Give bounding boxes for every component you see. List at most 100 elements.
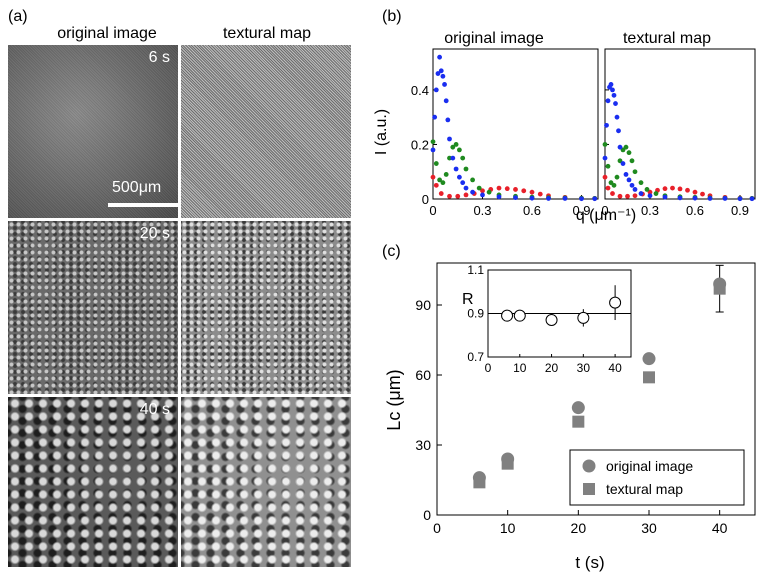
panel-c-plot: 0 10 20 30 40 0 30 60 90 [415, 262, 756, 536]
data-point-blue [707, 196, 713, 201]
data-point-blue [496, 194, 502, 200]
data-point-textural [501, 457, 514, 470]
time-label-20s: 20 s [139, 225, 170, 242]
data-point-blue [435, 71, 441, 76]
inset-data-point [513, 309, 526, 322]
data-point-textural [713, 282, 726, 295]
panel-b-title-textural: textural map [623, 30, 711, 47]
data-point-blue [605, 98, 611, 104]
data-point-blue [480, 192, 485, 198]
data-point-original [571, 401, 585, 415]
data-point-blue [457, 174, 462, 180]
inset-data-point [501, 309, 514, 322]
legend-label-textural: textural map [606, 481, 683, 497]
x-tick-label: 0 [429, 203, 436, 218]
image-original-40s: 40 s [8, 397, 178, 567]
panel-c-inset: 0 10 20 30 40 0.7 0.9 1.1 R [462, 263, 632, 375]
data-point-green [614, 174, 620, 180]
data-point-blue [447, 136, 452, 142]
x-tick-label: 0 [433, 520, 441, 536]
data-point-red [433, 182, 439, 188]
data-point-blue [529, 195, 535, 201]
y-tick-label: 0.2 [411, 137, 429, 152]
data-point-blue [602, 155, 608, 161]
scale-bar-label: 500μm [112, 179, 162, 196]
plot-frame [436, 262, 756, 516]
data-point-blue [611, 92, 617, 98]
data-point-green [430, 139, 436, 145]
data-point-green [476, 185, 482, 191]
data-point-green [470, 177, 475, 183]
panel-b-chart: original image textural map I (a.u.) q (… [373, 30, 756, 224]
data-point-blue [443, 98, 449, 104]
data-point-red [602, 174, 608, 180]
data-point-green [433, 161, 439, 166]
data-point-blue [629, 182, 635, 188]
panel-c-xlabel: t (s) [575, 553, 604, 572]
data-point-blue [430, 147, 436, 153]
panel-b-title-original: original image [444, 30, 544, 47]
data-point-blue [438, 68, 444, 74]
y-tick-label: 0.4 [411, 83, 429, 98]
panel-c-ylabel: Lc (μm) [384, 369, 404, 430]
data-point-red [670, 185, 675, 191]
data-point-green [632, 169, 638, 175]
data-point-blue [614, 114, 620, 120]
data-point-red [455, 193, 461, 199]
panel-b-xlabel: q (μm⁻¹) [576, 207, 636, 224]
legend-label-original: original image [606, 458, 693, 474]
data-point-blue [608, 82, 614, 87]
y-tick-label: 60 [415, 367, 431, 383]
data-point-blue [442, 82, 447, 87]
data-point-blue [613, 101, 618, 106]
panel-b-plot-textural: 0 0.3 0.6 0.9 [601, 48, 756, 218]
x-tick-label: 10 [500, 520, 516, 536]
image-original-6s: 6 s 500μm [8, 45, 178, 218]
data-point-green [644, 187, 650, 192]
image-textural-20s [181, 221, 351, 394]
data-point-red [496, 185, 502, 191]
data-point-blue [440, 73, 446, 79]
data-point-green [602, 142, 608, 147]
data-point-blue [623, 172, 629, 177]
data-point-red [537, 191, 543, 197]
data-point-red [463, 192, 469, 198]
data-point-green [437, 177, 442, 183]
data-point-red [447, 193, 452, 199]
data-point-red [521, 188, 527, 194]
inset-data-point [545, 314, 558, 327]
data-point-green [443, 172, 449, 177]
data-point-blue [620, 161, 626, 166]
data-point-blue [647, 193, 653, 199]
inset-x-tick-label: 30 [577, 361, 591, 375]
data-point-blue [433, 87, 439, 93]
y-tick-label: 90 [415, 297, 431, 313]
x-tick-label: 30 [641, 520, 657, 536]
y-tick-label: 30 [415, 437, 431, 453]
time-label-40s: 40 s [139, 401, 170, 418]
data-point-blue [638, 191, 644, 196]
x-tick-label: 0.3 [641, 203, 659, 218]
data-point-blue [470, 189, 475, 195]
data-point-green [486, 189, 492, 195]
data-point-green [626, 150, 632, 156]
x-tick-label: 20 [571, 520, 587, 536]
data-point-blue [749, 196, 755, 202]
legend-marker-original [582, 459, 596, 473]
data-point-green [440, 180, 446, 186]
data-point-green [653, 191, 659, 196]
inset-data-point [577, 311, 590, 324]
data-point-green [638, 180, 644, 186]
data-point-blue [513, 195, 518, 201]
data-point-green [460, 155, 466, 161]
x-tick-label: 0.3 [473, 203, 491, 218]
data-point-red [692, 189, 698, 195]
inset-y-tick-label: 0.9 [467, 307, 484, 321]
data-point-blue [604, 122, 609, 128]
data-point-blue [677, 195, 683, 201]
time-label-6s: 6 s [148, 49, 170, 66]
data-point-green [447, 155, 452, 161]
image-textural-40s [181, 397, 351, 567]
x-tick-label: 0.9 [572, 203, 590, 218]
data-point-blue [722, 196, 728, 201]
